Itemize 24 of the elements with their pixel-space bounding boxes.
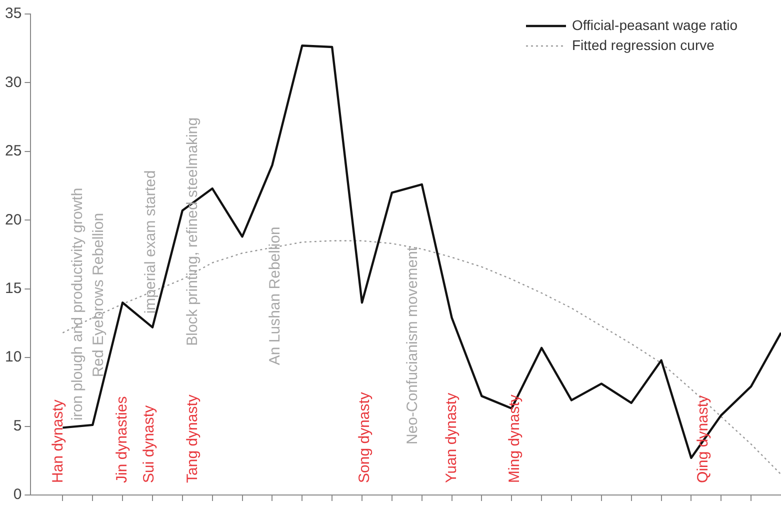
legend-label: Fitted regression curve [572, 36, 715, 53]
y-tick-label: 10 [4, 348, 22, 366]
legend-label: Official-peasant wage ratio [572, 16, 738, 33]
y-tick-label: 0 [13, 486, 22, 504]
annotation: Jin dynasties [114, 396, 131, 483]
y-tick-label: 30 [4, 74, 22, 91]
annotation: Block printing, refined steelmaking [184, 117, 202, 346]
y-tick-label: 5 [13, 417, 22, 434]
annotation: Ming dynasty [506, 394, 523, 483]
annotation: Sui dynasty [140, 404, 158, 483]
annotation: Qing dynasty [694, 394, 712, 483]
annotation: Yuan dynasty [442, 392, 460, 483]
annotation: An Lushan Rebellion [266, 226, 284, 366]
y-tick-label: 20 [4, 211, 22, 228]
annotation: Han dynasty [49, 399, 66, 483]
y-tick-label: 35 [4, 5, 22, 22]
annotation: Song dynasty [356, 392, 374, 483]
annotation: Red Eyebrows Rebellion [90, 212, 107, 378]
y-tick-label: 15 [4, 280, 22, 297]
annotation: imperial exam started [142, 170, 160, 314]
y-tick-label: 25 [4, 142, 22, 160]
annotation: iron plough and productivity growth [68, 188, 86, 420]
annotation: Tang dynasty [184, 394, 202, 483]
annotation: Neo-Confucianism movement [404, 246, 422, 444]
